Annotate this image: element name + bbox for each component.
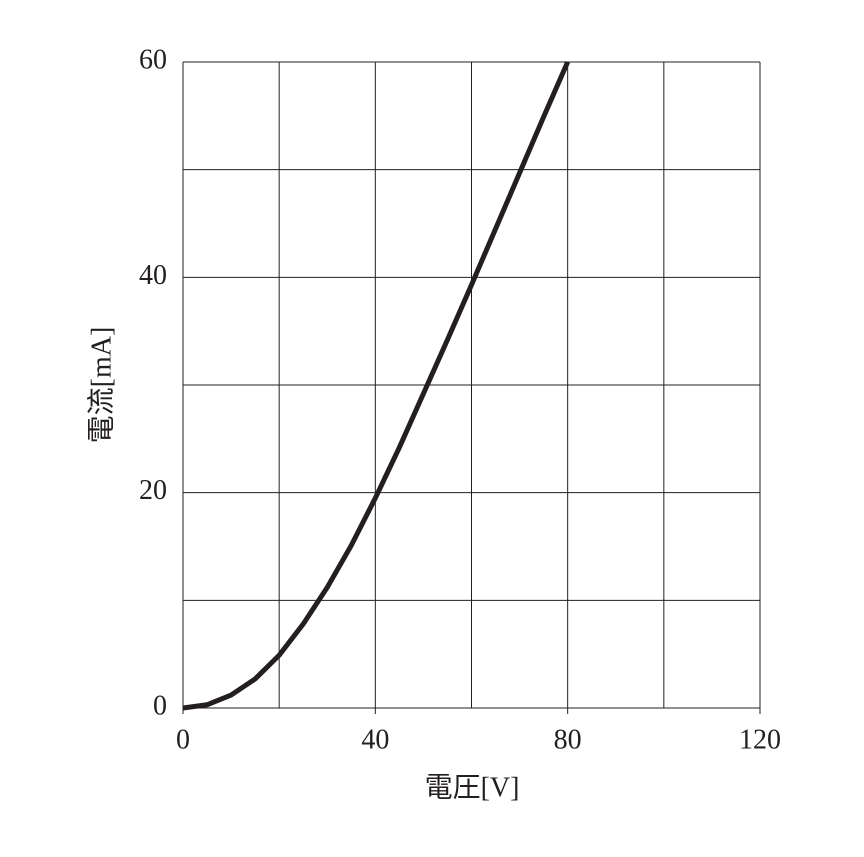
x-tick-label: 80 — [554, 724, 582, 755]
y-tick-label: 0 — [153, 690, 167, 721]
x-tick-label: 40 — [361, 724, 389, 755]
y-tick-label: 20 — [139, 475, 167, 506]
y-tick-label: 60 — [139, 44, 167, 75]
y-tick-label: 40 — [139, 260, 167, 291]
y-axis-label: 電流[mA] — [85, 327, 117, 444]
data-line — [182, 60, 570, 711]
x-tick-label: 120 — [739, 724, 781, 755]
x-tick-label: 0 — [176, 724, 190, 755]
x-axis-label: 電圧[V] — [425, 772, 520, 803]
